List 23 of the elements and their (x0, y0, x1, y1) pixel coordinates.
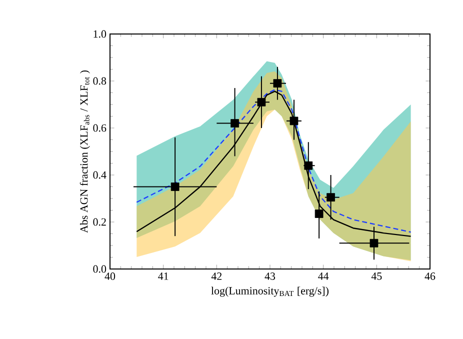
x-tick-label: 46 (424, 272, 436, 280)
x-axis-title: log(Luminosity$_{BAT}$ [erg/s]) (211, 286, 329, 297)
point (326, 193, 335, 202)
point (314, 210, 324, 218)
y-tick-label: 0.0 (93, 265, 106, 273)
y-tick-label: 0.2 (93, 218, 106, 226)
y-tick-label: 1.0 (94, 30, 106, 38)
y-axis-title: Abs AGN fraction (XLF$_{abs}$ / XLF$_{tot}$ ) (80, 70, 90, 233)
x-tick-label: 45 (371, 272, 382, 280)
y-tick-label: 0.6 (93, 124, 106, 132)
x-tick-label: 40 (104, 272, 116, 280)
point (230, 119, 239, 128)
x-tick-label: 42 (211, 272, 222, 280)
point (370, 238, 378, 248)
point (257, 98, 266, 106)
y-tick-label: 0.8 (93, 77, 106, 85)
point (290, 116, 298, 126)
point (170, 182, 180, 191)
x-tick-label: 44 (318, 272, 329, 280)
y-tick-label: 0.4 (93, 171, 106, 179)
x-tick-label: 43 (264, 272, 276, 280)
point (273, 79, 282, 88)
x-tick-label: 41 (158, 272, 168, 280)
